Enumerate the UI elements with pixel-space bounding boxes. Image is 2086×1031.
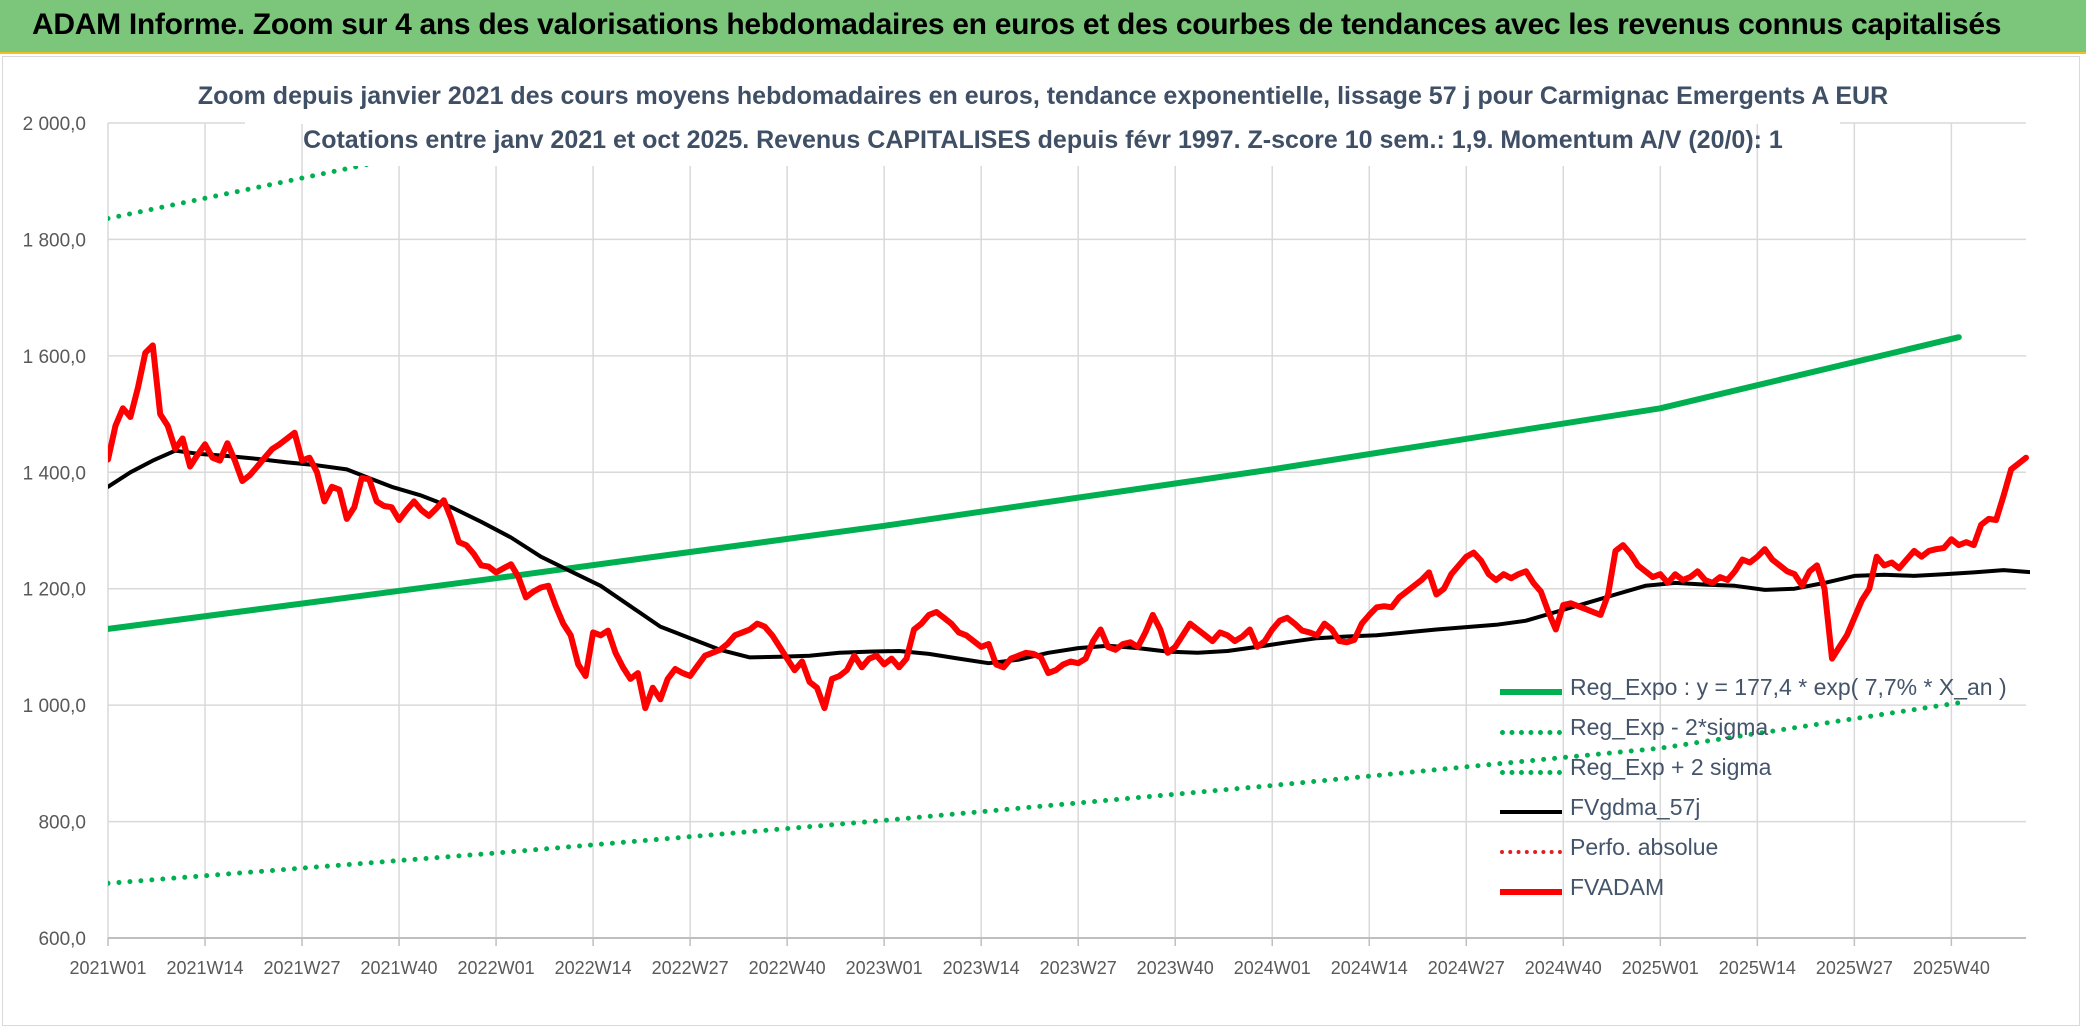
legend-label: Reg_Expo : y = 177,4 * exp( 7,7% * X_an … xyxy=(1570,674,2007,700)
x-tick-label: 2022W01 xyxy=(458,958,535,978)
legend-swatch xyxy=(1500,850,1562,854)
x-tick-label: 2025W40 xyxy=(1913,958,1990,978)
x-tick-label: 2025W27 xyxy=(1816,958,1893,978)
title-backdrop xyxy=(245,82,1840,124)
x-tick-label: 2023W14 xyxy=(943,958,1020,978)
series-line-fvadam xyxy=(108,342,2029,712)
legend-swatch xyxy=(1500,689,1562,695)
legend-swatch xyxy=(1500,769,1562,775)
x-tick-label: 2024W27 xyxy=(1428,958,1505,978)
x-tick-label: 2025W01 xyxy=(1622,958,1699,978)
x-tick-label: 2022W14 xyxy=(555,958,632,978)
banner-title: ADAM Informe. Zoom sur 4 ans des valoris… xyxy=(32,8,2002,41)
x-tick-label: 2024W01 xyxy=(1234,958,1311,978)
y-tick-label: 600,0 xyxy=(38,929,86,950)
legend-label: FVADAM xyxy=(1570,874,1665,900)
y-tick-label: 1 400,0 xyxy=(23,463,86,484)
x-tick-label: 2022W27 xyxy=(652,958,729,978)
x-tick-label: 2021W40 xyxy=(361,958,438,978)
x-tick-label: 2023W27 xyxy=(1040,958,1117,978)
legend-swatch xyxy=(1500,729,1562,735)
x-tick-label: 2024W14 xyxy=(1331,958,1408,978)
x-tick-label: 2024W40 xyxy=(1525,958,1602,978)
chart-subtitle: Cotations entre janv 2021 et oct 2025. R… xyxy=(303,126,1783,154)
y-tick-label: 1 000,0 xyxy=(23,696,86,717)
series-line-reg-expo-y-177-4-exp-7-7-x-an xyxy=(108,334,1962,632)
x-tick-label: 2023W40 xyxy=(1137,958,1214,978)
title-backdrop xyxy=(330,124,1750,166)
y-tick-label: 2 000,0 xyxy=(23,114,86,135)
y-tick-label: 1 600,0 xyxy=(23,347,86,368)
legend-label: Perfo. absolue xyxy=(1570,834,1719,860)
y-tick-label: 800,0 xyxy=(38,813,86,834)
legend-label: Reg_Exp + 2 sigma xyxy=(1570,754,1772,780)
y-tick-label: 1 800,0 xyxy=(23,230,86,251)
y-tick-label: 1 200,0 xyxy=(23,580,86,601)
x-tick-label: 2021W27 xyxy=(264,958,341,978)
x-tick-label: 2021W14 xyxy=(166,958,243,978)
x-tick-label: 2023W01 xyxy=(846,958,923,978)
legend-label: Reg_Exp - 2*sigma xyxy=(1570,714,1769,740)
x-tick-label: 2025W14 xyxy=(1719,958,1796,978)
legend-swatch xyxy=(1500,889,1562,895)
legend-swatch xyxy=(1500,810,1562,814)
legend-label: FVgdma_57j xyxy=(1570,794,1701,820)
banner: ADAM Informe. Zoom sur 4 ans des valoris… xyxy=(0,0,2086,54)
chart-title: Zoom depuis janvier 2021 des cours moyen… xyxy=(197,82,1889,110)
x-tick-label: 2021W01 xyxy=(69,958,146,978)
x-tick-label: 2022W40 xyxy=(749,958,826,978)
